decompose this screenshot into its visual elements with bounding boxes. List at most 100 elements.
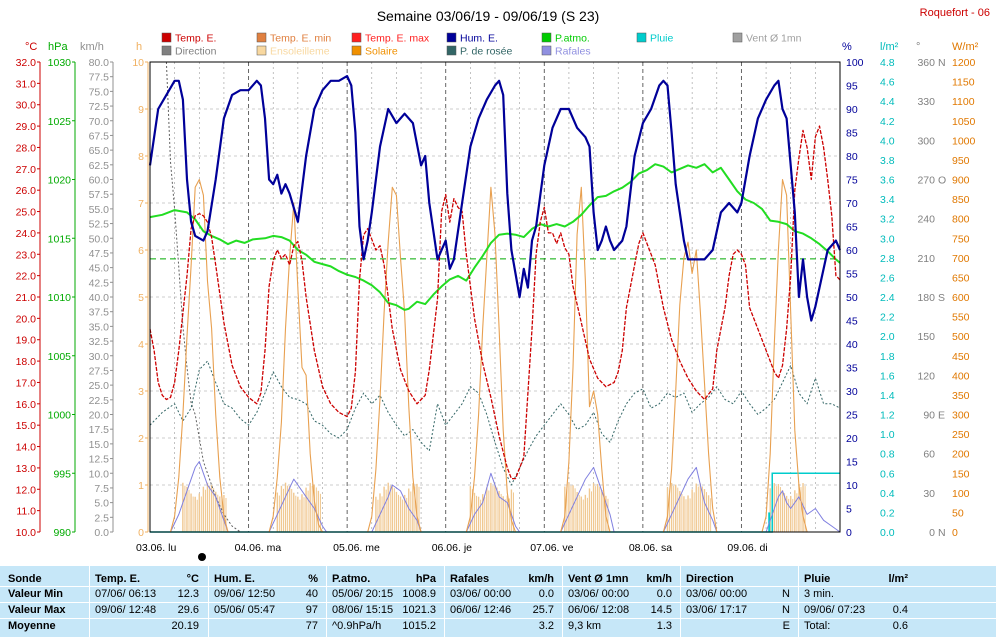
tick-label-hum: 20 (846, 433, 858, 445)
series-temp-e- (149, 125, 841, 480)
tick-label-wind: 10.0 (89, 468, 110, 480)
tick-label-wind: 2.5 (94, 512, 109, 524)
legend-label: Direction (175, 46, 217, 58)
tick-label-temp: 10.0 (16, 527, 37, 539)
tick-label-temp: 13.0 (16, 463, 37, 475)
tick-label-rain: 0.0 (880, 527, 895, 539)
stats-min-time: 05/06/ 20:15 (332, 588, 394, 600)
stats-max-value: 0.4 (892, 604, 908, 616)
stats-group-heading: Rafales (450, 573, 490, 585)
tick-label-wind: 70.0 (89, 116, 110, 128)
tick-label-wind: 17.5 (89, 424, 110, 436)
stats-min-time: 03/06/ 00:00 (686, 588, 748, 600)
tick-label-solar: 850 (952, 194, 970, 206)
stats-row-separator (0, 618, 996, 619)
stats-max-time: 09/06/ 07:23 (804, 604, 866, 616)
chart-grid (149, 62, 841, 532)
tick-label-solar: 350 (952, 390, 970, 402)
stats-row-separator (0, 602, 996, 603)
tick-label-temp: 11.0 (16, 506, 36, 518)
tick-label-rain: 2.0 (880, 331, 895, 343)
tick-label-temp: 14.0 (16, 442, 37, 454)
stats-avg-note: ^0.9hPa/h (332, 620, 382, 632)
tick-label-dir: 330 (917, 96, 935, 108)
tick-label-temp: 29.0 (16, 121, 37, 133)
stats-min-time: 09/06/ 12:50 (214, 588, 276, 600)
tick-label-solar: 450 (952, 351, 970, 363)
axis-unit-sun: h (136, 41, 142, 53)
tick-label-hum: 90 (846, 104, 858, 116)
tick-label-pressure: 1020 (48, 175, 72, 187)
tick-label-solar: 300 (952, 410, 970, 422)
series-hum-e- (148, 74, 842, 322)
stats-group-unit: km/h (528, 573, 554, 585)
legend-swatch (161, 45, 172, 56)
tick-label-wind: 32.5 (89, 336, 110, 348)
tick-label-rain: 3.4 (880, 194, 895, 206)
stats-col-separator (89, 566, 90, 637)
tick-label-hum: 95 (846, 81, 858, 93)
stats-group-heading: Pluie (804, 573, 831, 585)
stats-group: Pluie l/m² 3 min. 09/06/ 07:23 0.4 Total: 0.6 (802, 566, 912, 637)
legend-label: Ensoleilleme (270, 46, 330, 58)
tick-label-temp: 16.0 (16, 399, 37, 411)
tick-label-sun: 9 (138, 104, 144, 116)
tick-label-dir: 150 (917, 331, 935, 343)
tick-label-hum: 50 (846, 292, 858, 304)
stats-max-value: 97 (305, 604, 318, 616)
stats-group-heading: P.atmo. (332, 573, 371, 585)
stats-group-heading: Hum. E. (214, 573, 255, 585)
day-label: 05.06. me (333, 542, 380, 554)
tick-label-rain: 2.6 (880, 272, 895, 284)
stats-col-separator (208, 566, 209, 637)
legend-swatch (351, 32, 362, 43)
axis-unit-wind: km/h (80, 41, 104, 53)
tick-label-solar: 650 (952, 272, 970, 284)
tick-label-rain: 4.0 (880, 135, 895, 147)
tick-label-dir: 270 (917, 175, 935, 187)
stats-group: P.atmo. hPa 05/06/ 20:15 1008.9 08/06/ 15:15… (330, 566, 440, 637)
tick-label-sun: 4 (138, 339, 144, 351)
tick-label-solar: 0 (952, 527, 958, 539)
chart-axes: 10.011.012.013.014.015.016.017.018.019.0… (16, 57, 976, 539)
legend-label: Solaire (365, 46, 398, 58)
stats-max-time: 09/06/ 12:48 (95, 604, 157, 616)
tick-label-temp: 31.0 (16, 78, 37, 90)
tick-label-rain: 1.2 (880, 410, 895, 422)
series-p-de-ros-e (149, 360, 841, 486)
stats-max-time: 06/06/ 12:46 (450, 604, 512, 616)
stats-avg-value: 1015.2 (402, 620, 436, 632)
tick-label-solar: 1200 (952, 57, 976, 69)
tick-label-solar: 1150 (952, 77, 975, 89)
tick-label-temp: 28.0 (16, 142, 37, 154)
stats-min-time: 3 min. (804, 588, 834, 600)
tick-label-hum: 85 (846, 128, 858, 140)
tick-label-dir-cardinal: N (938, 527, 946, 539)
stats-col-separator (798, 566, 799, 637)
tick-label-rain: 0.2 (880, 507, 895, 519)
weather-chart: Semaine 03/06/19 - 09/06/19 (S 23) Roque… (16, 7, 990, 561)
tick-label-dir-cardinal: S (938, 292, 945, 304)
tick-label-hum: 75 (846, 175, 858, 187)
tick-label-pressure: 1025 (48, 116, 72, 128)
tick-label-rain: 4.6 (880, 77, 895, 89)
day-label: 04.06. ma (235, 542, 282, 554)
legend-swatch (351, 45, 362, 56)
tick-label-wind: 77.5 (89, 72, 110, 84)
tick-label-hum: 0 (846, 527, 852, 539)
tick-label-dir: 180 (917, 292, 935, 304)
tick-label-temp: 30.0 (16, 100, 37, 112)
tick-label-hum: 65 (846, 222, 858, 234)
chart-title: Semaine 03/06/19 - 09/06/19 (S 23) (377, 8, 600, 24)
stats-group: Direction 03/06/ 00:00 N 03/06/ 17:17 N E (684, 566, 794, 637)
stats-avg-note: 9,3 km (568, 620, 602, 632)
tick-label-wind: 40.0 (89, 292, 110, 304)
tick-label-solar: 800 (952, 214, 970, 226)
tick-label-rain: 2.8 (880, 253, 895, 265)
tick-label-dir: 360 (917, 57, 935, 69)
axis-units: °C hPa km/h h% l/m² ° W/m² (25, 41, 979, 53)
legend-label: Temp. E. max (365, 33, 430, 45)
stats-group-unit: °C (186, 573, 199, 585)
tick-label-sun: 0 (138, 527, 144, 539)
tick-label-sun: 10 (132, 57, 144, 69)
